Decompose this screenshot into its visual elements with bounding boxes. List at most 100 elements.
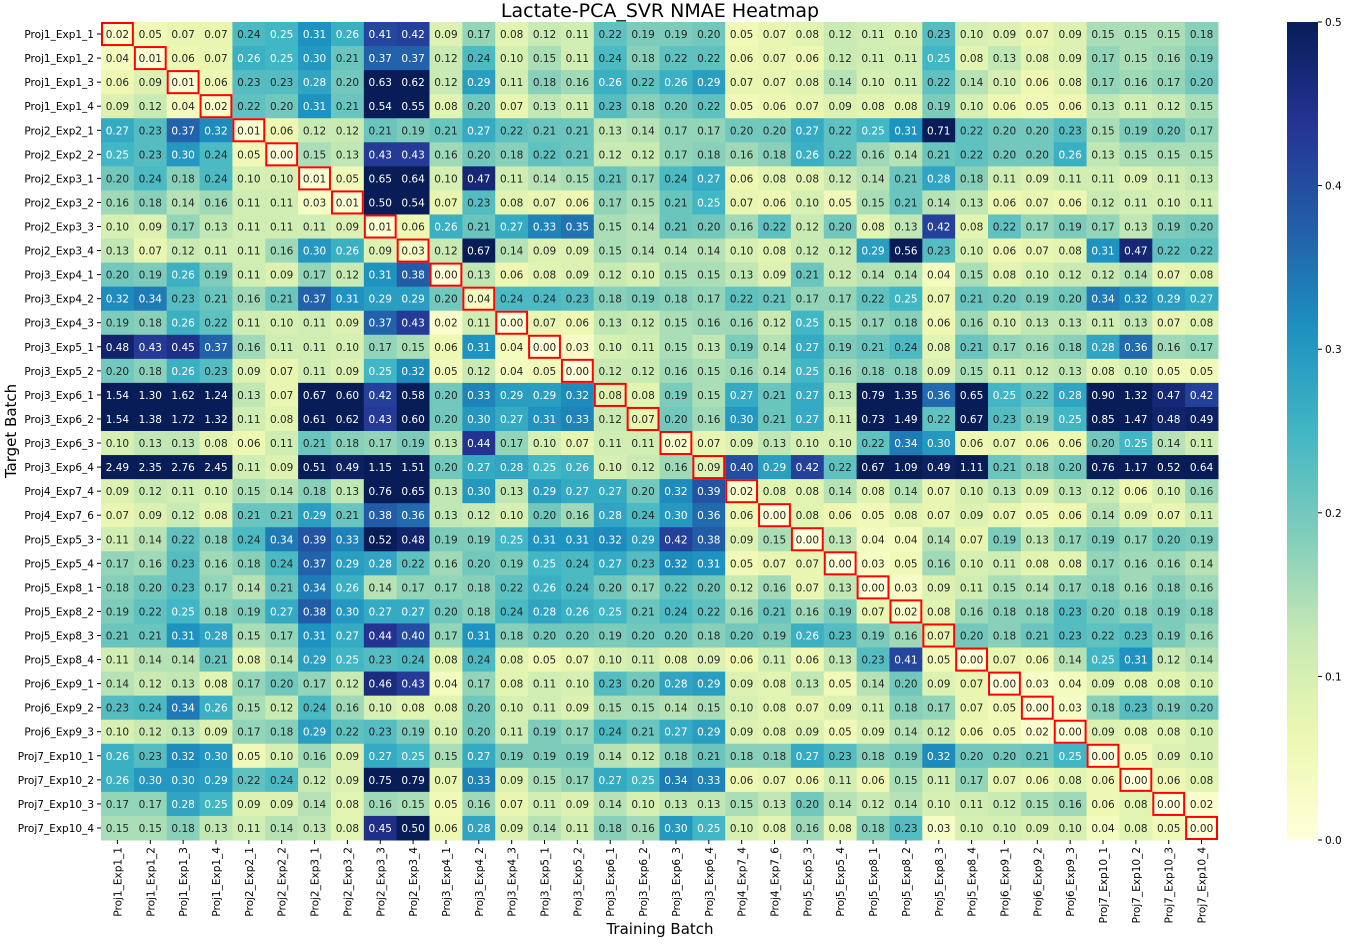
heatmap-cell <box>265 262 299 288</box>
cell-value-label: 0.06 <box>401 222 425 234</box>
cell-value-label: 0.67 <box>960 414 983 426</box>
cell-value-label: 0.08 <box>796 173 819 185</box>
cell-value-label: 0.12 <box>434 246 457 258</box>
cell-value-label: 0.41 <box>369 29 392 41</box>
heatmap-cell <box>166 142 201 167</box>
heatmap-cell <box>988 190 1022 215</box>
cell-value-label: 0.17 <box>500 438 523 450</box>
cell-value-label: 0.10 <box>730 823 753 835</box>
heatmap-cell <box>330 94 365 119</box>
cell-value-label: 0.13 <box>171 727 194 739</box>
cell-value-label: 0.20 <box>960 631 983 643</box>
cell-value-label: 0.34 <box>270 534 294 546</box>
cell-value-label: 0.06 <box>730 655 754 667</box>
y-tick-label: Proj3_Exp4_1 <box>24 270 94 282</box>
heatmap-cell <box>101 94 135 119</box>
heatmap-cell <box>790 94 825 119</box>
x-tick-label: Proj7_Exp10_1 <box>1098 847 1110 923</box>
cell-value-label: 0.52 <box>1157 462 1180 474</box>
cell-value-label: 0.14 <box>828 486 852 498</box>
cell-value-label: 0.15 <box>599 703 622 715</box>
cell-value-label: 0.10 <box>960 486 983 498</box>
heatmap-cell <box>922 286 956 312</box>
cell-value-label: 0.16 <box>631 823 655 835</box>
heatmap-cell <box>1020 214 1055 240</box>
cell-value-label: 0.10 <box>369 703 392 715</box>
cell-value-label: 0.12 <box>993 799 1016 811</box>
cell-value-label: 0.49 <box>1190 414 1213 426</box>
cell-value-label: 0.12 <box>599 366 622 378</box>
cell-value-label: 0.19 <box>828 606 851 618</box>
cell-value-label: 0.19 <box>533 727 556 739</box>
cell-value-label: 0.23 <box>139 149 162 161</box>
cell-value-label: 0.75 <box>369 775 392 787</box>
cell-value-label: 0.20 <box>993 294 1016 306</box>
heatmap-cell <box>232 70 266 95</box>
heatmap-cell <box>363 214 398 240</box>
cell-value-label: 0.06 <box>1026 438 1050 450</box>
cell-value-label: 0.02 <box>664 438 687 450</box>
heatmap-cell <box>659 166 693 191</box>
cell-value-label: 0.12 <box>631 751 654 763</box>
cell-value-label: 0.05 <box>1157 823 1180 835</box>
y-tick-label: Proj4_Exp7_6 <box>24 510 94 522</box>
cell-value-label: 0.11 <box>237 414 260 426</box>
cell-value-label: 0.25 <box>106 149 129 161</box>
cell-value-label: 0.14 <box>697 246 721 258</box>
heatmap-cell <box>396 142 431 167</box>
heatmap-cell <box>1020 70 1055 95</box>
cell-value-label: 0.25 <box>369 366 392 378</box>
cell-value-label: 0.10 <box>270 173 293 185</box>
cell-value-label: 0.11 <box>1091 173 1114 185</box>
heatmap-cell <box>758 286 792 312</box>
cell-value-label: 0.42 <box>1190 390 1213 402</box>
cell-value-label: 0.08 <box>763 727 786 739</box>
cell-value-label: 0.23 <box>927 29 950 41</box>
x-tick-label: Proj3_Exp6_1 <box>605 847 617 917</box>
heatmap-cell <box>462 46 496 71</box>
cell-value-label: 0.15 <box>960 270 983 282</box>
heatmap-cell <box>396 238 431 264</box>
heatmap-cell <box>725 286 759 312</box>
heatmap-cell <box>1152 238 1186 264</box>
cell-value-label: 0.05 <box>828 727 851 739</box>
cell-value-label: 0.15 <box>1026 799 1049 811</box>
cell-value-label: 0.18 <box>303 486 326 498</box>
cell-value-label: 0.25 <box>697 197 720 209</box>
cell-value-label: 0.13 <box>500 486 523 498</box>
cell-value-label: 0.13 <box>1026 318 1049 330</box>
cell-value-label: 0.42 <box>796 462 819 474</box>
cell-value-label: 0.06 <box>796 655 820 667</box>
heatmap-cell <box>593 142 628 167</box>
heatmap-cell <box>560 166 595 191</box>
cell-value-label: 0.08 <box>927 606 950 618</box>
cell-value-label: 0.23 <box>828 631 851 643</box>
cell-value-label: 0.16 <box>1124 77 1148 89</box>
heatmap-cell <box>560 190 595 215</box>
cell-value-label: 0.14 <box>861 173 885 185</box>
cell-value-label: 0.14 <box>1058 655 1082 667</box>
cell-value-label: 0.10 <box>796 438 819 450</box>
cell-value-label: 1.38 <box>139 414 162 426</box>
heatmap-cell <box>462 262 496 288</box>
cell-value-label: 0.11 <box>894 53 917 65</box>
cell-value-label: 0.13 <box>1091 101 1114 113</box>
cell-value-label: 0.10 <box>828 438 851 450</box>
heatmap-cell <box>429 118 463 143</box>
cell-value-label: 0.19 <box>467 534 490 546</box>
cell-value-label: 0.14 <box>894 799 918 811</box>
cell-value-label: 0.07 <box>927 510 950 522</box>
cell-value-label: 0.13 <box>106 246 129 258</box>
cell-value-label: 0.10 <box>993 77 1016 89</box>
cell-value-label: 0.18 <box>1026 462 1049 474</box>
cell-value-label: 0.00 <box>1157 799 1180 811</box>
cell-value-label: 0.14 <box>303 799 327 811</box>
cell-value-label: 0.28 <box>369 558 392 570</box>
heatmap-cell <box>758 70 792 95</box>
cell-value-label: 0.26 <box>599 77 623 89</box>
cell-value-label: 0.27 <box>467 751 490 763</box>
heatmap-cell <box>495 166 529 191</box>
cell-value-label: 0.07 <box>106 510 129 522</box>
heatmap-cell <box>988 214 1022 240</box>
cell-value-label: 0.17 <box>993 342 1016 354</box>
